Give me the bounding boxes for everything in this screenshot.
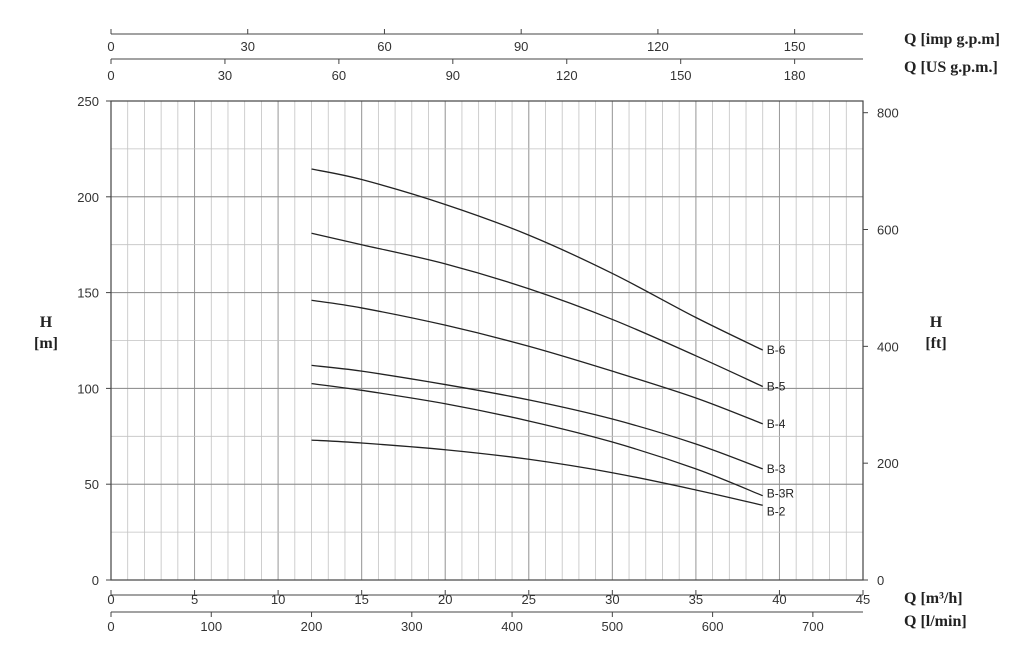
curve-label: B-3R [767,487,795,501]
curve-label: B-5 [767,379,786,393]
top-axis-imp-tick-label: 30 [240,39,254,54]
y2-axis-label-unit: [ft] [925,335,946,352]
y-axis-tick-label: 250 [77,94,99,109]
x-axis-tick-label: 10 [271,592,285,607]
curve-label: B-3 [767,462,786,476]
curve-b-5 [311,232,764,388]
x-axis-tick-label: 25 [522,592,536,607]
top-axis-imp-label: Q [imp g.p.m] [904,31,1000,48]
x-axis-tick-label: 30 [605,592,619,607]
x2-axis-label: Q [l/min] [904,613,967,630]
x-axis-tick-label: 40 [772,592,786,607]
x-axis-tick-label: 0 [107,592,114,607]
top-axis-imp-tick-label: 90 [514,39,528,54]
x2-axis-tick-label: 300 [401,619,423,634]
y2-axis-label-symbol: H [930,314,943,331]
y2-axis-tick-label: 0 [877,573,884,588]
y-axis-tick-label: 200 [77,190,99,205]
x-axis-label: Q [m³/h] [904,590,963,607]
y-axis-tick-label: 50 [85,477,99,492]
curve-b-4 [311,299,763,425]
x2-axis-tick-label: 100 [200,619,222,634]
plot-frame [110,100,864,581]
x-axis-tick-label: 45 [856,592,870,607]
y-axis-label-symbol: H [40,314,53,331]
y2-axis-tick-label: 200 [877,456,899,471]
y2-axis-tick-label: 800 [877,106,899,121]
top-axis-us-tick-label: 60 [332,68,346,83]
curve-b-6 [311,168,764,351]
top-axis-imp-tick-label: 0 [107,39,114,54]
x-axis-tick-label: 35 [689,592,703,607]
curve-label: B-4 [767,417,786,431]
curve-b-3r [311,382,763,497]
x-axis-tick-label: 15 [354,592,368,607]
x-axis-tick-label: 5 [191,592,198,607]
top-axis-us-tick-label: 90 [446,68,460,83]
top-axis-imp-tick-label: 150 [784,39,806,54]
x2-axis-tick-label: 500 [601,619,623,634]
x2-axis-tick-label: 700 [802,619,824,634]
curve-b-3 [311,364,763,470]
curve-label: B-6 [767,343,786,357]
top-axis-imp-tick-label: 120 [647,39,669,54]
y2-axis-tick-label: 600 [877,223,899,238]
top-axis-us-tick-label: 0 [107,68,114,83]
y-axis-tick-label: 0 [92,573,99,588]
top-axis-us-tick-label: 150 [670,68,692,83]
x2-axis-tick-label: 600 [702,619,724,634]
curve-label: B-2 [767,504,786,518]
x2-axis-tick-label: 200 [301,619,323,634]
top-axis-imp-tick-label: 60 [377,39,391,54]
top-axis-us-tick-label: 30 [218,68,232,83]
top-axis-us-tick-label: 120 [556,68,578,83]
x2-axis-tick-label: 0 [107,619,114,634]
top-axis-us-tick-label: 180 [784,68,806,83]
top-axis-us-label: Q [US g.p.m.] [904,59,998,76]
y-axis-tick-label: 150 [77,286,99,301]
x2-axis-tick-label: 400 [501,619,523,634]
y2-axis-tick-label: 400 [877,339,899,354]
curve-b-2 [311,439,763,506]
x-axis-tick-label: 20 [438,592,452,607]
y-axis-label-unit: [m] [34,335,58,352]
y-axis-tick-label: 100 [77,381,99,396]
